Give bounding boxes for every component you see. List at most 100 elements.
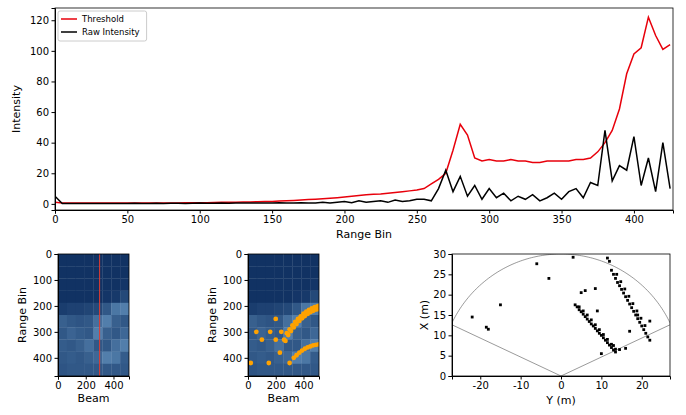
tick-mark	[601, 376, 602, 380]
tick-mark	[113, 376, 114, 380]
tick-mark	[449, 274, 453, 275]
heat-cell	[58, 291, 67, 304]
tick-label: 400	[223, 353, 242, 364]
detection-point	[628, 330, 631, 333]
tick-label: 100	[191, 214, 210, 225]
tick-label: 0	[236, 249, 242, 260]
detection-point	[582, 310, 585, 313]
tick-mark	[245, 306, 249, 307]
heat-cell	[102, 315, 111, 328]
heat-cell	[102, 278, 111, 291]
heat-cell	[111, 291, 120, 304]
tick-mark	[127, 210, 128, 214]
detection-point	[630, 306, 633, 309]
tick-label: 25	[433, 269, 446, 280]
heat-cell	[257, 364, 266, 376]
detection-point	[636, 317, 639, 320]
plot-area	[248, 254, 319, 376]
axis-line	[52, 9, 56, 211]
detection-point	[606, 257, 609, 260]
axis: 020406080100120	[30, 9, 56, 211]
heat-cell	[58, 254, 67, 267]
detection-point	[618, 348, 621, 351]
axis: -20-1001020	[453, 376, 671, 391]
heat-cell	[76, 291, 85, 304]
tick-label: 350	[553, 214, 572, 225]
heat-cell	[284, 278, 293, 291]
tick-label: 200	[77, 380, 96, 391]
detection-point	[636, 314, 639, 317]
heat-cell	[58, 352, 67, 365]
heat-cell	[248, 339, 257, 352]
tick: 100	[223, 275, 248, 286]
axis: 0100200300400	[223, 249, 249, 377]
tick: 10	[596, 376, 609, 391]
heat-cell	[85, 352, 94, 365]
tick-mark	[52, 204, 56, 205]
heat-cell	[257, 303, 266, 316]
heat-cell	[85, 303, 94, 316]
detection-point	[586, 314, 589, 317]
plot-area	[58, 254, 129, 376]
detection-point	[610, 269, 613, 272]
tick-label: 300	[33, 327, 52, 338]
detection-point	[602, 336, 605, 339]
heat-cell	[257, 352, 266, 365]
detection-point	[642, 328, 645, 331]
axis-title: Range Bin	[16, 287, 29, 343]
heat-cell	[310, 278, 319, 291]
tick-mark	[55, 280, 59, 281]
tick: 0	[46, 249, 58, 260]
heat-cell	[120, 278, 129, 291]
plot-area	[55, 17, 670, 203]
tick-mark	[561, 376, 562, 380]
axis: 0100200300400	[33, 249, 59, 377]
tick-mark	[642, 376, 643, 380]
detection-point	[596, 310, 599, 313]
heat-cell	[85, 254, 94, 267]
tick: 5	[440, 350, 452, 361]
heat-cell	[85, 266, 94, 279]
detection-point	[279, 329, 284, 334]
heat-cell	[85, 315, 94, 328]
axis-title: Beam	[268, 392, 300, 405]
heat-cell	[275, 291, 284, 304]
tick: 0	[440, 371, 452, 382]
heat-cell	[102, 254, 111, 267]
detection-point	[600, 352, 603, 355]
tick: 200	[77, 376, 96, 391]
heat-cell	[301, 254, 310, 267]
tick: 20	[636, 376, 649, 391]
heat-cell	[248, 278, 257, 291]
tick-mark	[245, 280, 249, 281]
heat-cell	[275, 254, 284, 267]
heat-cell	[102, 291, 111, 304]
tick-mark	[449, 356, 453, 357]
heat-cell	[67, 278, 76, 291]
tick-label: 200	[335, 214, 354, 225]
tick-mark	[562, 210, 563, 214]
tick: 0	[558, 376, 564, 391]
tick-label: 400	[294, 380, 313, 391]
heat-cell	[85, 339, 94, 352]
heat-cell	[102, 339, 111, 352]
heat-cell	[284, 339, 293, 352]
tick: 60	[36, 107, 55, 118]
tick: 50	[121, 210, 134, 225]
heat-cell	[292, 278, 301, 291]
tick: 400	[294, 376, 313, 391]
tick-label: 20	[636, 380, 649, 391]
detection-point	[640, 317, 643, 320]
detection-point	[612, 344, 615, 347]
tick-label: 200	[267, 380, 286, 391]
tick-label: 250	[408, 214, 427, 225]
tick-label: 50	[121, 214, 134, 225]
detection-point	[580, 291, 583, 294]
heat-cell	[310, 352, 319, 365]
tick-mark	[344, 210, 345, 214]
detection-point	[622, 292, 625, 295]
detection-point	[648, 320, 651, 323]
heat-cell	[58, 327, 67, 340]
detection-point	[602, 333, 605, 336]
tick: 400	[33, 353, 58, 364]
